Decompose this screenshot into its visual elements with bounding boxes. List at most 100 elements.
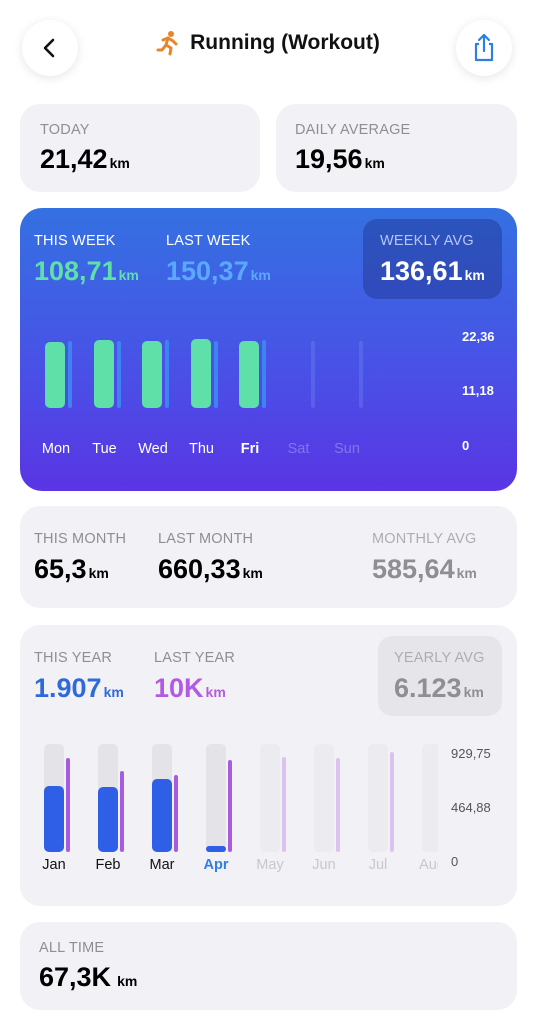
- monthly-avg-value: 585,64 km: [372, 554, 477, 585]
- all-time-label: ALL TIME: [39, 940, 105, 956]
- year-track-aug: [422, 744, 438, 852]
- week-day-label-mon: Mon: [41, 441, 71, 457]
- year-track-may: [260, 744, 280, 852]
- week-last-bar-wed: [165, 340, 169, 408]
- chevron-left-icon: [43, 38, 55, 58]
- header: Running (Workout): [0, 0, 536, 96]
- this-year-label: THIS YEAR: [34, 650, 113, 666]
- week-this-bar-thu: [190, 338, 211, 408]
- yearly-avg-unit: km: [463, 684, 484, 700]
- last-week-value: 150,37 km: [166, 256, 271, 287]
- year-track-apr: [206, 744, 226, 852]
- share-button[interactable]: [456, 20, 512, 76]
- year-last-bar-feb: [120, 770, 124, 852]
- back-button[interactable]: [22, 20, 78, 76]
- monthly-avg-number: 585,64: [372, 554, 455, 584]
- week-last-bar-fri: [262, 340, 266, 408]
- week-this-bar-tue: [93, 340, 114, 408]
- this-year-unit: km: [103, 684, 124, 700]
- year-y-tick-mid: 464,88: [451, 800, 491, 815]
- today-number: 21,42: [40, 144, 108, 174]
- daily-average-card[interactable]: DAILY AVERAGE 19,56 km: [276, 104, 517, 192]
- last-year-unit: km: [205, 684, 226, 700]
- year-last-bar-apr: [228, 760, 232, 852]
- year-this-bar-mar: [152, 778, 172, 852]
- year-last-bar-mar: [174, 775, 178, 852]
- all-time-value: 67,3K km: [39, 962, 137, 993]
- this-week-label: THIS WEEK: [34, 233, 116, 249]
- this-year-number: 1.907: [34, 673, 102, 703]
- year-month-label-jun: Jun: [312, 857, 336, 873]
- last-month-value: 660,33 km: [158, 554, 263, 585]
- yearly-avg-value: 6.123 km: [394, 673, 484, 704]
- week-day-label-tue: Tue: [92, 441, 117, 457]
- monthly-avg-label: MONTHLY AVG: [372, 531, 477, 547]
- week-this-bar-fri: [239, 341, 259, 408]
- share-icon: [474, 33, 494, 62]
- week-y-tick-bottom: 0: [462, 438, 470, 453]
- yearly-avg-label: YEARLY AVG: [394, 650, 485, 666]
- last-week-number: 150,37: [166, 256, 249, 286]
- year-card[interactable]: THIS YEAR 1.907 km LAST YEAR 10K km YEARLY…: [20, 625, 517, 906]
- today-label: TODAY: [40, 122, 90, 138]
- week-y-tick-top: 22,36: [462, 329, 495, 344]
- page-title: Running (Workout): [190, 31, 380, 54]
- week-bar-chart: Mon Tue Wed Thu Fri Sat Sun: [20, 208, 517, 491]
- year-y-tick-bottom: 0: [451, 854, 459, 869]
- last-year-value: 10K km: [154, 673, 226, 704]
- year-track-jul: [368, 744, 388, 852]
- all-time-card[interactable]: ALL TIME 67,3K km: [20, 922, 517, 1010]
- week-this-bar-mon: [45, 341, 65, 408]
- weekly-avg-box: WEEKLY AVG 136,61 km: [363, 219, 502, 299]
- week-day-label-sun: Sun: [334, 441, 360, 457]
- year-last-bar-may: [282, 756, 286, 852]
- yearly-avg-number: 6.123: [394, 673, 462, 703]
- week-y-tick-mid: 11,18: [462, 383, 494, 398]
- year-month-label-feb: Feb: [95, 857, 121, 873]
- this-week-value: 108,71 km: [34, 256, 139, 287]
- year-last-bar-jun: [336, 757, 340, 852]
- year-month-label-apr: Apr: [203, 857, 229, 873]
- running-figure-icon: [156, 31, 178, 56]
- year-y-tick-top: 929,75: [451, 746, 491, 761]
- month-card[interactable]: THIS MONTH 65,3 km LAST MONTH 660,33 km MO…: [20, 506, 517, 608]
- year-this-bar-feb: [98, 786, 118, 852]
- year-track-jun: [314, 744, 334, 852]
- title-area: Running (Workout): [0, 30, 536, 56]
- today-card[interactable]: TODAY 21,42 km: [20, 104, 260, 192]
- year-last-bar-jul: [390, 752, 394, 852]
- this-month-label: THIS MONTH: [34, 531, 127, 547]
- year-month-label-aug: Aug: [419, 857, 438, 873]
- week-last-bar-sun: [359, 341, 363, 408]
- week-day-label-fri: Fri: [240, 441, 260, 457]
- daily-average-number: 19,56: [295, 144, 363, 174]
- year-month-label-may: May: [256, 857, 284, 873]
- this-week-unit: km: [118, 267, 139, 283]
- year-this-bar-jan: [44, 785, 64, 852]
- year-month-label-mar: Mar: [149, 857, 175, 873]
- week-last-bar-tue: [116, 340, 121, 408]
- daily-average-unit: km: [364, 155, 385, 171]
- this-month-value: 65,3 km: [34, 554, 109, 585]
- this-month-number: 65,3: [34, 554, 87, 584]
- last-year-label: LAST YEAR: [154, 650, 236, 666]
- year-month-label-jan: Jan: [42, 857, 66, 873]
- week-day-label-sat: Sat: [287, 441, 310, 457]
- week-last-bar-thu: [213, 340, 218, 408]
- year-this-bar-apr: [206, 845, 226, 852]
- weekly-avg-value: 136,61 km: [380, 256, 485, 287]
- last-week-label: LAST WEEK: [166, 233, 251, 249]
- yearly-avg-box: YEARLY AVG 6.123 km: [378, 636, 502, 716]
- week-card[interactable]: THIS WEEK 108,71 km LAST WEEK 150,37 km WE…: [20, 208, 517, 491]
- all-time-number: 67,3K: [39, 962, 112, 992]
- year-bar-chart: Jan Feb Mar Apr May Jun Jul Aug: [20, 625, 438, 906]
- this-year-value: 1.907 km: [34, 673, 124, 704]
- daily-average-label: DAILY AVERAGE: [295, 122, 411, 138]
- week-day-label-wed: Wed: [138, 441, 168, 457]
- last-month-unit: km: [242, 565, 263, 581]
- year-month-label-jul: Jul: [368, 857, 388, 873]
- weekly-avg-unit: km: [464, 267, 485, 283]
- today-unit: km: [109, 155, 130, 171]
- this-month-unit: km: [88, 565, 109, 581]
- all-time-unit: km: [117, 973, 138, 989]
